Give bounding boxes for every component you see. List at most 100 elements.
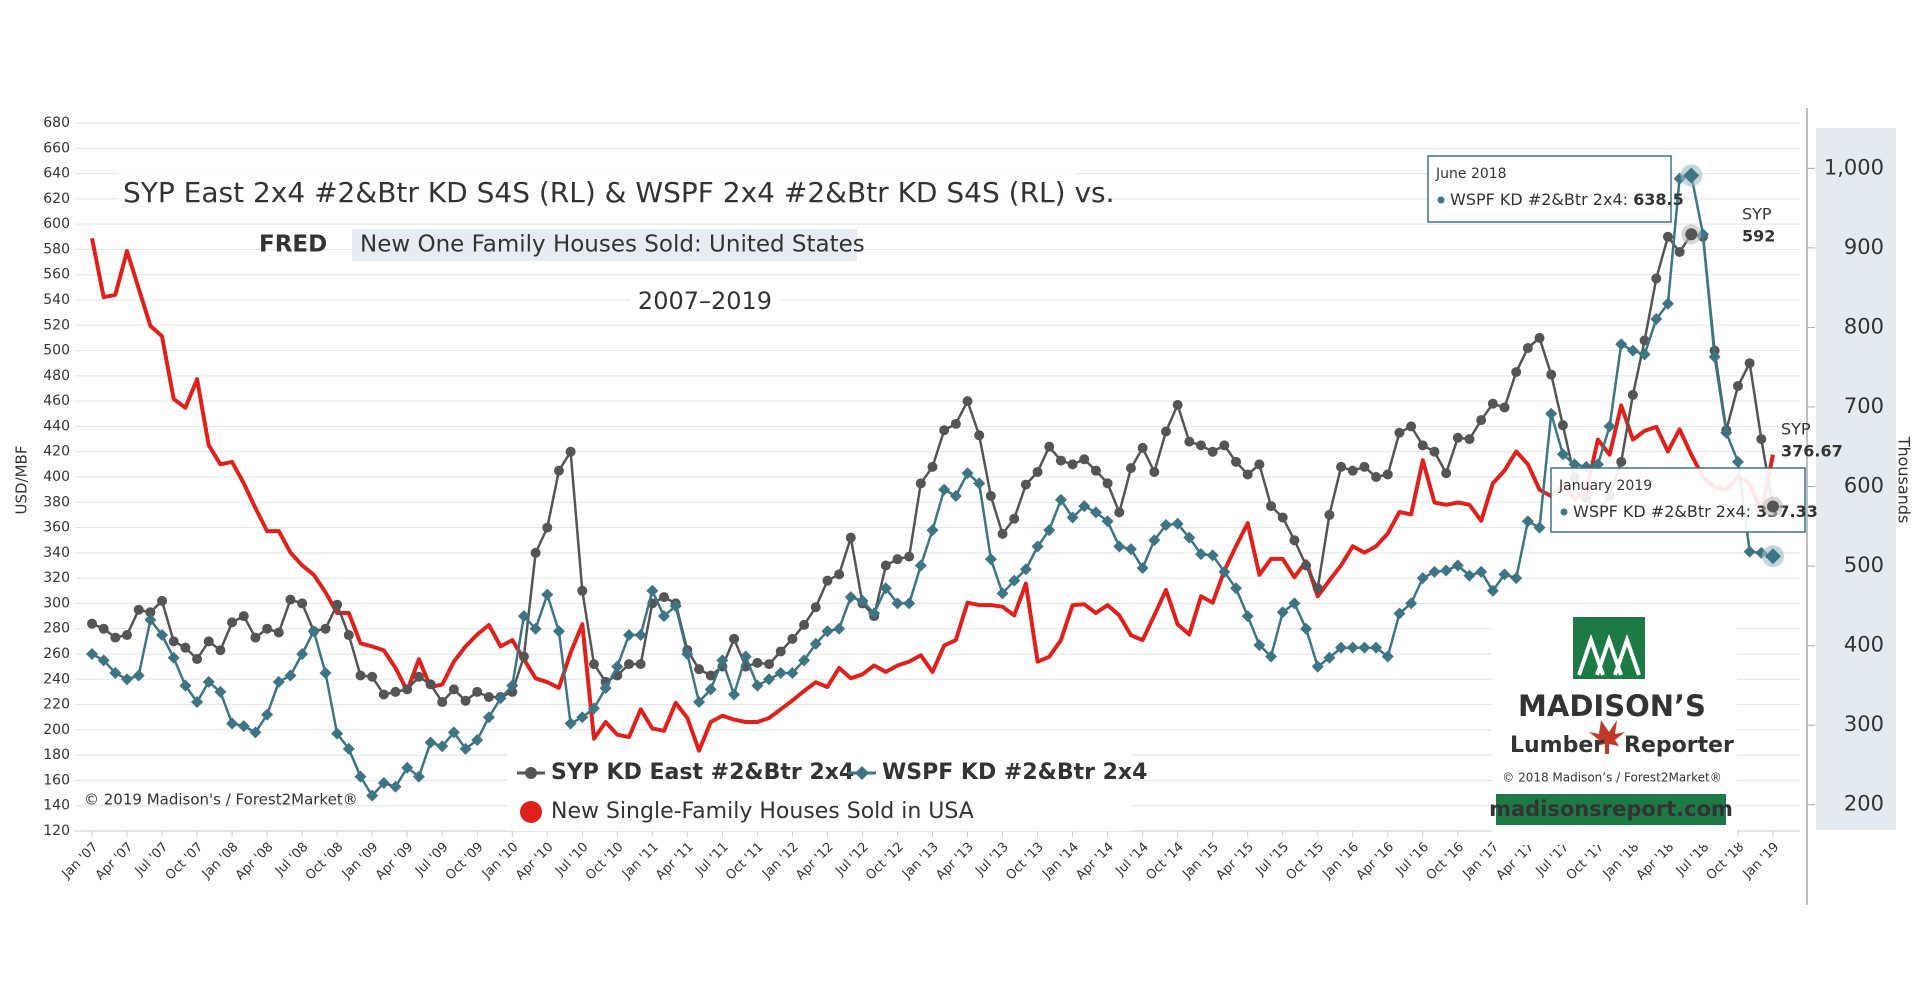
right-axis-panel xyxy=(1816,128,1896,830)
point xyxy=(471,733,484,746)
y-tick-label: 420 xyxy=(43,444,70,460)
point xyxy=(1405,597,1418,610)
point xyxy=(1114,507,1125,518)
legend: SYP KD East #2&Btr 2x4 WSPF KD #2&Btr 2x4… xyxy=(517,760,1147,824)
point xyxy=(227,617,238,628)
point xyxy=(133,604,144,615)
point xyxy=(1381,650,1394,663)
point xyxy=(611,660,624,673)
point xyxy=(250,632,261,643)
point xyxy=(1219,440,1230,451)
point xyxy=(1136,562,1149,575)
point xyxy=(122,630,133,641)
point-label-value: 592 xyxy=(1742,227,1775,246)
y-tick-label: 600 xyxy=(43,216,70,232)
y-tick-label: 200 xyxy=(43,722,70,738)
tooltip-text: WSPF KD #2&Btr 2x4: 638.5 xyxy=(1450,190,1684,209)
point xyxy=(1521,515,1534,528)
y-tick-label: 320 xyxy=(43,570,70,586)
period: 2007–2019 xyxy=(638,287,772,315)
point xyxy=(774,666,787,679)
point xyxy=(367,671,378,682)
point xyxy=(810,602,821,613)
copyright: © 2019 Madison's / Forest2Market® xyxy=(84,791,358,809)
point xyxy=(366,789,379,802)
y-tick-label: 620 xyxy=(43,191,70,207)
point xyxy=(179,679,192,692)
point xyxy=(775,646,786,657)
y-tick-label: 500 xyxy=(43,343,70,359)
point xyxy=(296,648,309,660)
y-tick-label: 260 xyxy=(43,646,70,662)
legend-bg xyxy=(507,753,1132,831)
y-tick-label: 280 xyxy=(43,621,70,637)
point xyxy=(460,695,471,706)
point xyxy=(845,532,856,543)
point xyxy=(962,396,973,407)
point xyxy=(132,669,145,682)
point xyxy=(1616,456,1627,467)
point xyxy=(1183,531,1196,544)
point xyxy=(903,597,916,610)
point xyxy=(1452,432,1463,443)
y-tick-label: 240 xyxy=(43,671,70,687)
point xyxy=(1102,478,1113,489)
point xyxy=(425,679,436,690)
point xyxy=(1218,565,1231,578)
point xyxy=(1207,446,1218,457)
point xyxy=(1615,338,1628,351)
point xyxy=(939,425,950,436)
point xyxy=(1301,560,1312,571)
point xyxy=(705,670,716,681)
logo-url-bg xyxy=(1496,794,1726,825)
y2-tick-label: 200 xyxy=(1844,792,1884,816)
point xyxy=(297,598,308,609)
point xyxy=(1546,369,1557,380)
point xyxy=(238,611,249,622)
point xyxy=(1394,427,1405,438)
point xyxy=(273,627,284,638)
point xyxy=(763,673,776,686)
point xyxy=(97,654,110,667)
point xyxy=(1651,273,1662,284)
point xyxy=(1335,641,1348,654)
tooltip-box xyxy=(1550,467,1806,533)
series xyxy=(86,169,1779,802)
point xyxy=(1358,641,1371,654)
y-tick-label: 340 xyxy=(43,545,70,561)
point xyxy=(1662,231,1673,242)
y-tick-label: 120 xyxy=(43,823,70,839)
point xyxy=(1451,559,1464,572)
point xyxy=(1009,513,1020,524)
point xyxy=(1160,426,1171,437)
point xyxy=(681,648,694,660)
point xyxy=(1079,454,1090,465)
point xyxy=(156,629,169,642)
point xyxy=(1510,572,1523,585)
point xyxy=(729,633,740,644)
point xyxy=(1066,511,1079,524)
point xyxy=(157,595,168,606)
y-tick-label: 580 xyxy=(43,241,70,257)
y2-tick-label: 900 xyxy=(1844,235,1884,259)
point xyxy=(307,625,320,638)
point xyxy=(1486,584,1499,597)
point xyxy=(623,659,634,670)
point xyxy=(1638,348,1651,361)
point xyxy=(1148,534,1161,547)
point xyxy=(167,651,180,664)
point xyxy=(109,666,122,679)
point xyxy=(494,692,507,705)
point xyxy=(1231,456,1242,467)
point xyxy=(541,588,554,601)
legend-label: SYP KD East #2&Btr 2x4 xyxy=(551,760,854,785)
point xyxy=(1253,639,1266,652)
point xyxy=(530,547,541,558)
point xyxy=(1522,343,1533,354)
y-tick-label: 140 xyxy=(43,798,70,814)
y-tick-label: 540 xyxy=(43,292,70,308)
point xyxy=(1300,622,1313,635)
point xyxy=(1406,421,1417,432)
point xyxy=(285,594,296,605)
